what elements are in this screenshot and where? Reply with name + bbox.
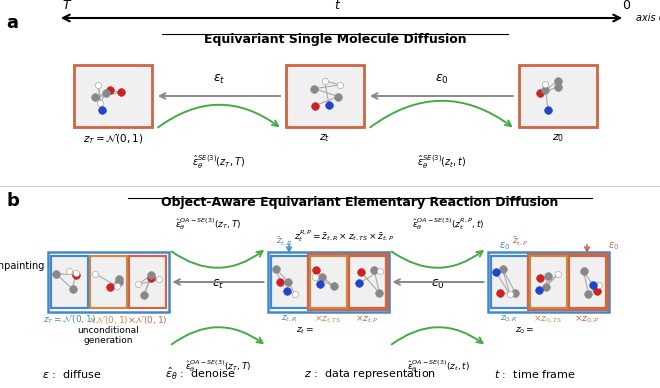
Text: $\epsilon_0$: $\epsilon_0$ — [435, 73, 448, 86]
Text: Equivariant Single Molecule Diffusion: Equivariant Single Molecule Diffusion — [204, 33, 467, 46]
Text: $\times\mathcal{N}(0,1)$: $\times\mathcal{N}(0,1)$ — [88, 314, 128, 326]
Text: $\hat{\epsilon}_\theta^{SE(3)}(z_T, T)$: $\hat{\epsilon}_\theta^{SE(3)}(z_T, T)$ — [192, 153, 246, 171]
Text: $\bar{z}_{t,R}$: $\bar{z}_{t,R}$ — [275, 236, 292, 248]
Text: $T$: $T$ — [62, 0, 73, 12]
FancyBboxPatch shape — [74, 65, 152, 127]
Text: $z_t =$: $z_t =$ — [296, 326, 314, 336]
FancyBboxPatch shape — [129, 256, 166, 308]
Text: $z$ :  data representation: $z$ : data representation — [304, 367, 436, 381]
Text: $\times z_{t,P}$: $\times z_{t,P}$ — [355, 314, 379, 325]
FancyBboxPatch shape — [568, 256, 605, 308]
Text: $\hat{\epsilon}_\theta^{OA-SE(3)}(z_T, T)$: $\hat{\epsilon}_\theta^{OA-SE(3)}(z_T, T… — [185, 358, 251, 374]
Text: $\epsilon$ :  diffuse: $\epsilon$ : diffuse — [42, 368, 102, 380]
Text: $z_0$: $z_0$ — [552, 132, 564, 144]
Text: $z_t$: $z_t$ — [319, 132, 331, 144]
Text: $\epsilon_0$: $\epsilon_0$ — [607, 240, 618, 252]
Text: $\epsilon_0$: $\epsilon_0$ — [431, 277, 445, 291]
Text: $\hat{\epsilon}_\theta^{OA-SE(3)}(z_t^{R,P}, t)$: $\hat{\epsilon}_\theta^{OA-SE(3)}(z_t^{R… — [412, 216, 484, 232]
Text: $\times z_{0,P}$: $\times z_{0,P}$ — [574, 314, 600, 325]
Text: $\hat{\epsilon}_\theta^{SE(3)}(z_t, t)$: $\hat{\epsilon}_\theta^{SE(3)}(z_t, t)$ — [416, 153, 467, 171]
FancyBboxPatch shape — [310, 256, 346, 308]
Text: $\hat{\epsilon}_\theta^{OA-SE(3)}(z_t, t)$: $\hat{\epsilon}_\theta^{OA-SE(3)}(z_t, t… — [407, 358, 469, 374]
Text: $t$: $t$ — [335, 0, 342, 12]
Text: $\times\mathcal{N}(0,1)$: $\times\mathcal{N}(0,1)$ — [127, 314, 167, 326]
Text: $\hat{\epsilon}_\theta^{OA-SE(3)}(z_T, T)$: $\hat{\epsilon}_\theta^{OA-SE(3)}(z_T, T… — [175, 216, 241, 232]
Text: $z_T = \mathcal{N}(0,1)$: $z_T = \mathcal{N}(0,1)$ — [43, 314, 96, 326]
Text: $\epsilon_t$: $\epsilon_t$ — [213, 73, 225, 86]
Text: Object-Aware Equivariant Elementary Reaction Diffusion: Object-Aware Equivariant Elementary Reac… — [161, 196, 558, 209]
Text: $\hat{\epsilon}_\theta$ :  denoise: $\hat{\epsilon}_\theta$ : denoise — [165, 366, 235, 382]
FancyBboxPatch shape — [286, 65, 364, 127]
FancyBboxPatch shape — [519, 65, 597, 127]
Text: $z_{t,R}$: $z_{t,R}$ — [281, 314, 297, 324]
FancyBboxPatch shape — [90, 256, 127, 308]
Text: $z_T = \mathcal{N}(0,1)$: $z_T = \mathcal{N}(0,1)$ — [82, 132, 143, 146]
Text: $t$ :  time frame: $t$ : time frame — [494, 368, 576, 380]
Text: Inpainting: Inpainting — [0, 261, 44, 271]
Text: $0$: $0$ — [622, 0, 631, 12]
FancyBboxPatch shape — [490, 256, 527, 308]
Text: b: b — [6, 192, 19, 210]
Text: $z_0 =$: $z_0 =$ — [515, 326, 534, 336]
FancyBboxPatch shape — [348, 256, 385, 308]
Text: $z_t^{R,P} = \bar{z}_{t,R} \times z_{t,TS} \times \bar{z}_{t,P}$: $z_t^{R,P} = \bar{z}_{t,R} \times z_{t,T… — [294, 228, 394, 244]
Text: $\times z_{0,TS}$: $\times z_{0,TS}$ — [533, 314, 562, 325]
FancyBboxPatch shape — [529, 256, 566, 308]
Text: generation: generation — [83, 336, 133, 345]
Text: axis of time: axis of time — [636, 13, 660, 23]
Text: unconditional: unconditional — [77, 326, 139, 335]
Text: $\times z_{t,TS}$: $\times z_{t,TS}$ — [314, 314, 342, 325]
Text: a: a — [6, 14, 18, 32]
Text: $\epsilon_t$: $\epsilon_t$ — [212, 277, 224, 291]
Text: $z_{0,R}$: $z_{0,R}$ — [500, 314, 518, 324]
FancyBboxPatch shape — [271, 256, 308, 308]
Text: $\bar{z}_{t,P}$: $\bar{z}_{t,P}$ — [513, 236, 529, 248]
Text: $\epsilon_0$: $\epsilon_0$ — [500, 240, 511, 252]
FancyBboxPatch shape — [51, 256, 88, 308]
